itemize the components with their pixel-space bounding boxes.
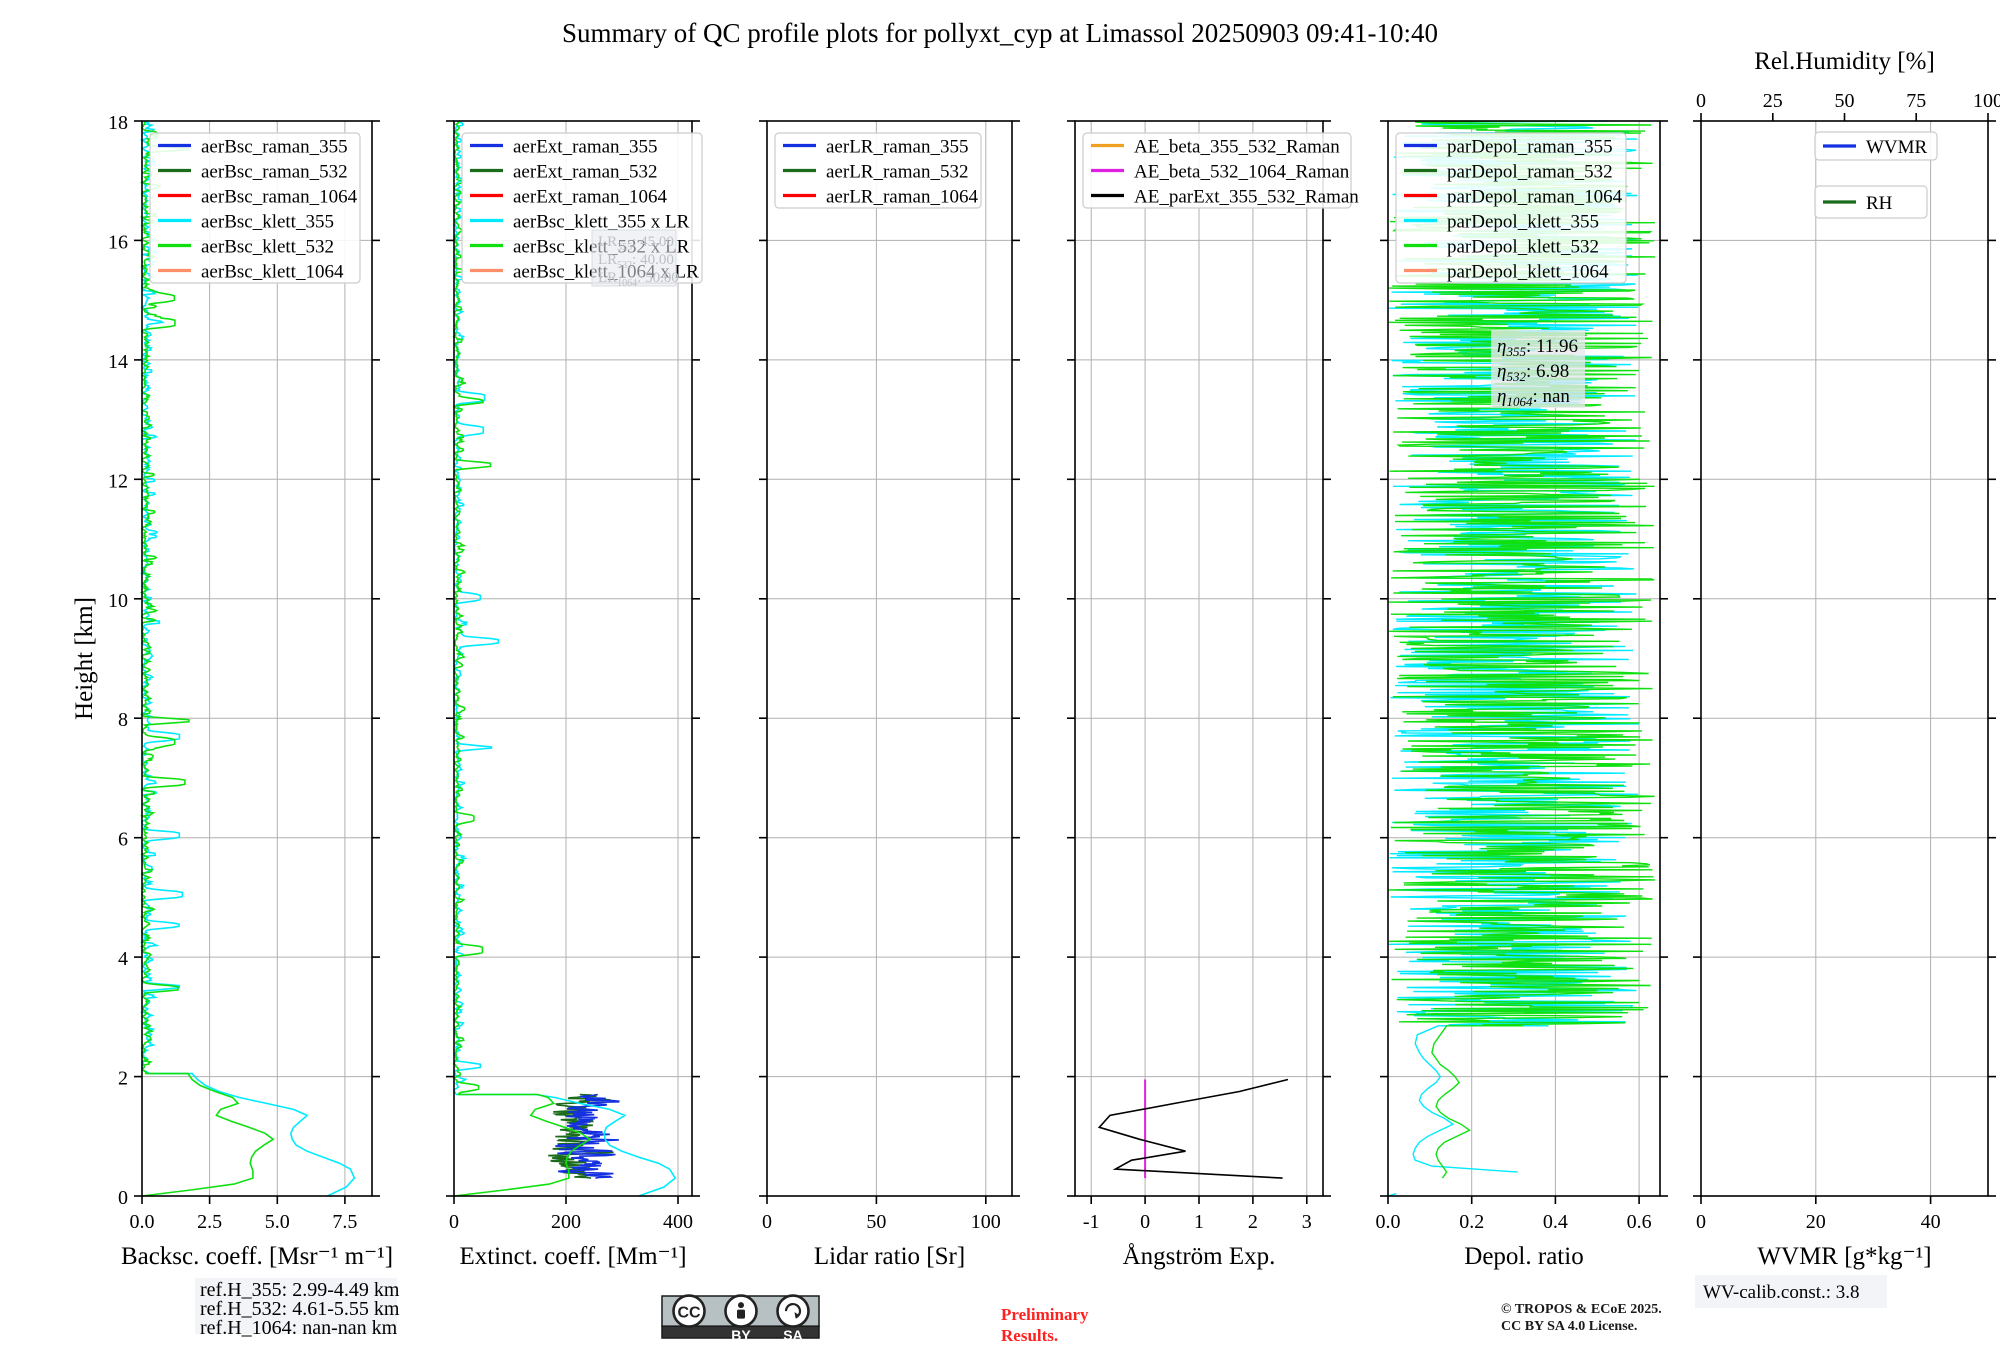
svg-text:SA: SA (783, 1327, 802, 1343)
svg-text:aerExt_raman_532: aerExt_raman_532 (513, 162, 658, 183)
svg-text:parDepol_klett_532: parDepol_klett_532 (1447, 237, 1599, 258)
svg-text:18: 18 (108, 112, 128, 134)
svg-text:0.0: 0.0 (1376, 1211, 1401, 1233)
svg-text:Rel.Humidity [%]: Rel.Humidity [%] (1754, 48, 1935, 75)
svg-text:aerBsc_klett_355 x LR: aerBsc_klett_355 x LR (513, 212, 690, 233)
svg-text:5.0: 5.0 (265, 1211, 290, 1233)
svg-text:-1: -1 (1083, 1211, 1100, 1233)
svg-text:50: 50 (866, 1211, 886, 1233)
svg-text:aerLR_raman_1064: aerLR_raman_1064 (826, 187, 978, 208)
svg-text:WV-calib.const.: 3.8: WV-calib.const.: 3.8 (1703, 1282, 1860, 1303)
svg-text:25: 25 (1763, 90, 1783, 112)
svg-text:Height [km]: Height [km] (71, 597, 98, 720)
svg-text:BY: BY (731, 1327, 751, 1343)
svg-text:100: 100 (1973, 90, 2000, 112)
svg-text:aerBsc_klett_355: aerBsc_klett_355 (201, 212, 334, 233)
svg-text:aerBsc_raman_355: aerBsc_raman_355 (201, 137, 348, 158)
svg-text:40: 40 (1921, 1211, 1941, 1233)
svg-text:CC BY SA 4.0 License.: CC BY SA 4.0 License. (1501, 1319, 1637, 1334)
svg-text:3: 3 (1302, 1211, 1312, 1233)
svg-text:Extinct. coeff. [Mm⁻¹]: Extinct. coeff. [Mm⁻¹] (459, 1243, 686, 1270)
svg-text:7.5: 7.5 (332, 1211, 357, 1233)
svg-text:Summary of QC profile plots fo: Summary of QC profile plots for pollyxt_… (562, 18, 1438, 48)
svg-text:0: 0 (118, 1187, 128, 1209)
svg-text:© TROPOS & ECoE 2025.: © TROPOS & ECoE 2025. (1501, 1302, 1662, 1317)
svg-text:Results.: Results. (1001, 1326, 1058, 1345)
svg-text:0: 0 (1696, 1211, 1706, 1233)
svg-text:aerBsc_klett_1064: aerBsc_klett_1064 (201, 262, 344, 283)
svg-text:Ångström Exp.: Ångström Exp. (1123, 1243, 1276, 1270)
svg-text:Lidar ratio [Sr]: Lidar ratio [Sr] (814, 1243, 965, 1270)
svg-text:parDepol_raman_532: parDepol_raman_532 (1447, 162, 1613, 183)
svg-text:8: 8 (118, 709, 128, 731)
svg-text:aerExt_raman_1064: aerExt_raman_1064 (513, 187, 668, 208)
svg-text:parDepol_klett_355: parDepol_klett_355 (1447, 212, 1599, 233)
svg-text:parDepol_klett_1064: parDepol_klett_1064 (1447, 262, 1609, 283)
svg-text:parDepol_raman_355: parDepol_raman_355 (1447, 137, 1613, 158)
svg-text:ref.H_1064: nan-nan km: ref.H_1064: nan-nan km (200, 1317, 398, 1339)
svg-text:WVMR: WVMR (1866, 137, 1928, 158)
svg-text:CC: CC (677, 1305, 701, 1322)
svg-text:6: 6 (118, 829, 128, 851)
svg-text:0.2: 0.2 (1459, 1211, 1484, 1233)
svg-text:RH: RH (1866, 193, 1893, 214)
svg-text:0.0: 0.0 (130, 1211, 155, 1233)
svg-text:1: 1 (1194, 1211, 1204, 1233)
svg-text:75: 75 (1906, 90, 1926, 112)
svg-text:0: 0 (1696, 90, 1706, 112)
svg-text:100: 100 (971, 1211, 1001, 1233)
svg-text:aerLR_raman_355: aerLR_raman_355 (826, 137, 968, 158)
svg-text:4: 4 (118, 948, 128, 970)
svg-text:parDepol_raman_1064: parDepol_raman_1064 (1447, 187, 1623, 208)
svg-text:aerBsc_raman_532: aerBsc_raman_532 (201, 162, 348, 183)
svg-text:400: 400 (663, 1211, 693, 1233)
svg-text:0.6: 0.6 (1627, 1211, 1652, 1233)
svg-text:2.5: 2.5 (197, 1211, 222, 1233)
svg-text:0: 0 (449, 1211, 459, 1233)
svg-text:WVMR [g*kg⁻¹]: WVMR [g*kg⁻¹] (1757, 1243, 1931, 1270)
svg-text:aerExt_raman_355: aerExt_raman_355 (513, 137, 658, 158)
svg-text:0.4: 0.4 (1543, 1211, 1568, 1233)
svg-text:AE_beta_532_1064_Raman: AE_beta_532_1064_Raman (1134, 162, 1350, 183)
svg-text:14: 14 (108, 351, 128, 373)
svg-text:AE_beta_355_532_Raman: AE_beta_355_532_Raman (1134, 137, 1340, 158)
svg-text:0: 0 (762, 1211, 772, 1233)
svg-text:16: 16 (108, 231, 128, 253)
svg-text:12: 12 (108, 470, 128, 492)
svg-text:200: 200 (551, 1211, 581, 1233)
svg-text:0: 0 (1140, 1211, 1150, 1233)
svg-text:Depol. ratio: Depol. ratio (1464, 1243, 1583, 1270)
svg-text:50: 50 (1835, 90, 1855, 112)
svg-text:aerBsc_raman_1064: aerBsc_raman_1064 (201, 187, 358, 208)
svg-text:20: 20 (1806, 1211, 1826, 1233)
svg-text:AE_parExt_355_532_Raman: AE_parExt_355_532_Raman (1134, 187, 1359, 208)
svg-text:Backsc. coeff. [Msr⁻¹ m⁻¹]: Backsc. coeff. [Msr⁻¹ m⁻¹] (121, 1243, 393, 1270)
svg-text:Preliminary: Preliminary (1001, 1305, 1089, 1324)
svg-text:2: 2 (1248, 1211, 1258, 1233)
svg-text:aerLR_raman_532: aerLR_raman_532 (826, 162, 968, 183)
svg-text:10: 10 (108, 590, 128, 612)
svg-text:aerBsc_klett_532: aerBsc_klett_532 (201, 237, 334, 258)
svg-text:2: 2 (118, 1068, 128, 1090)
